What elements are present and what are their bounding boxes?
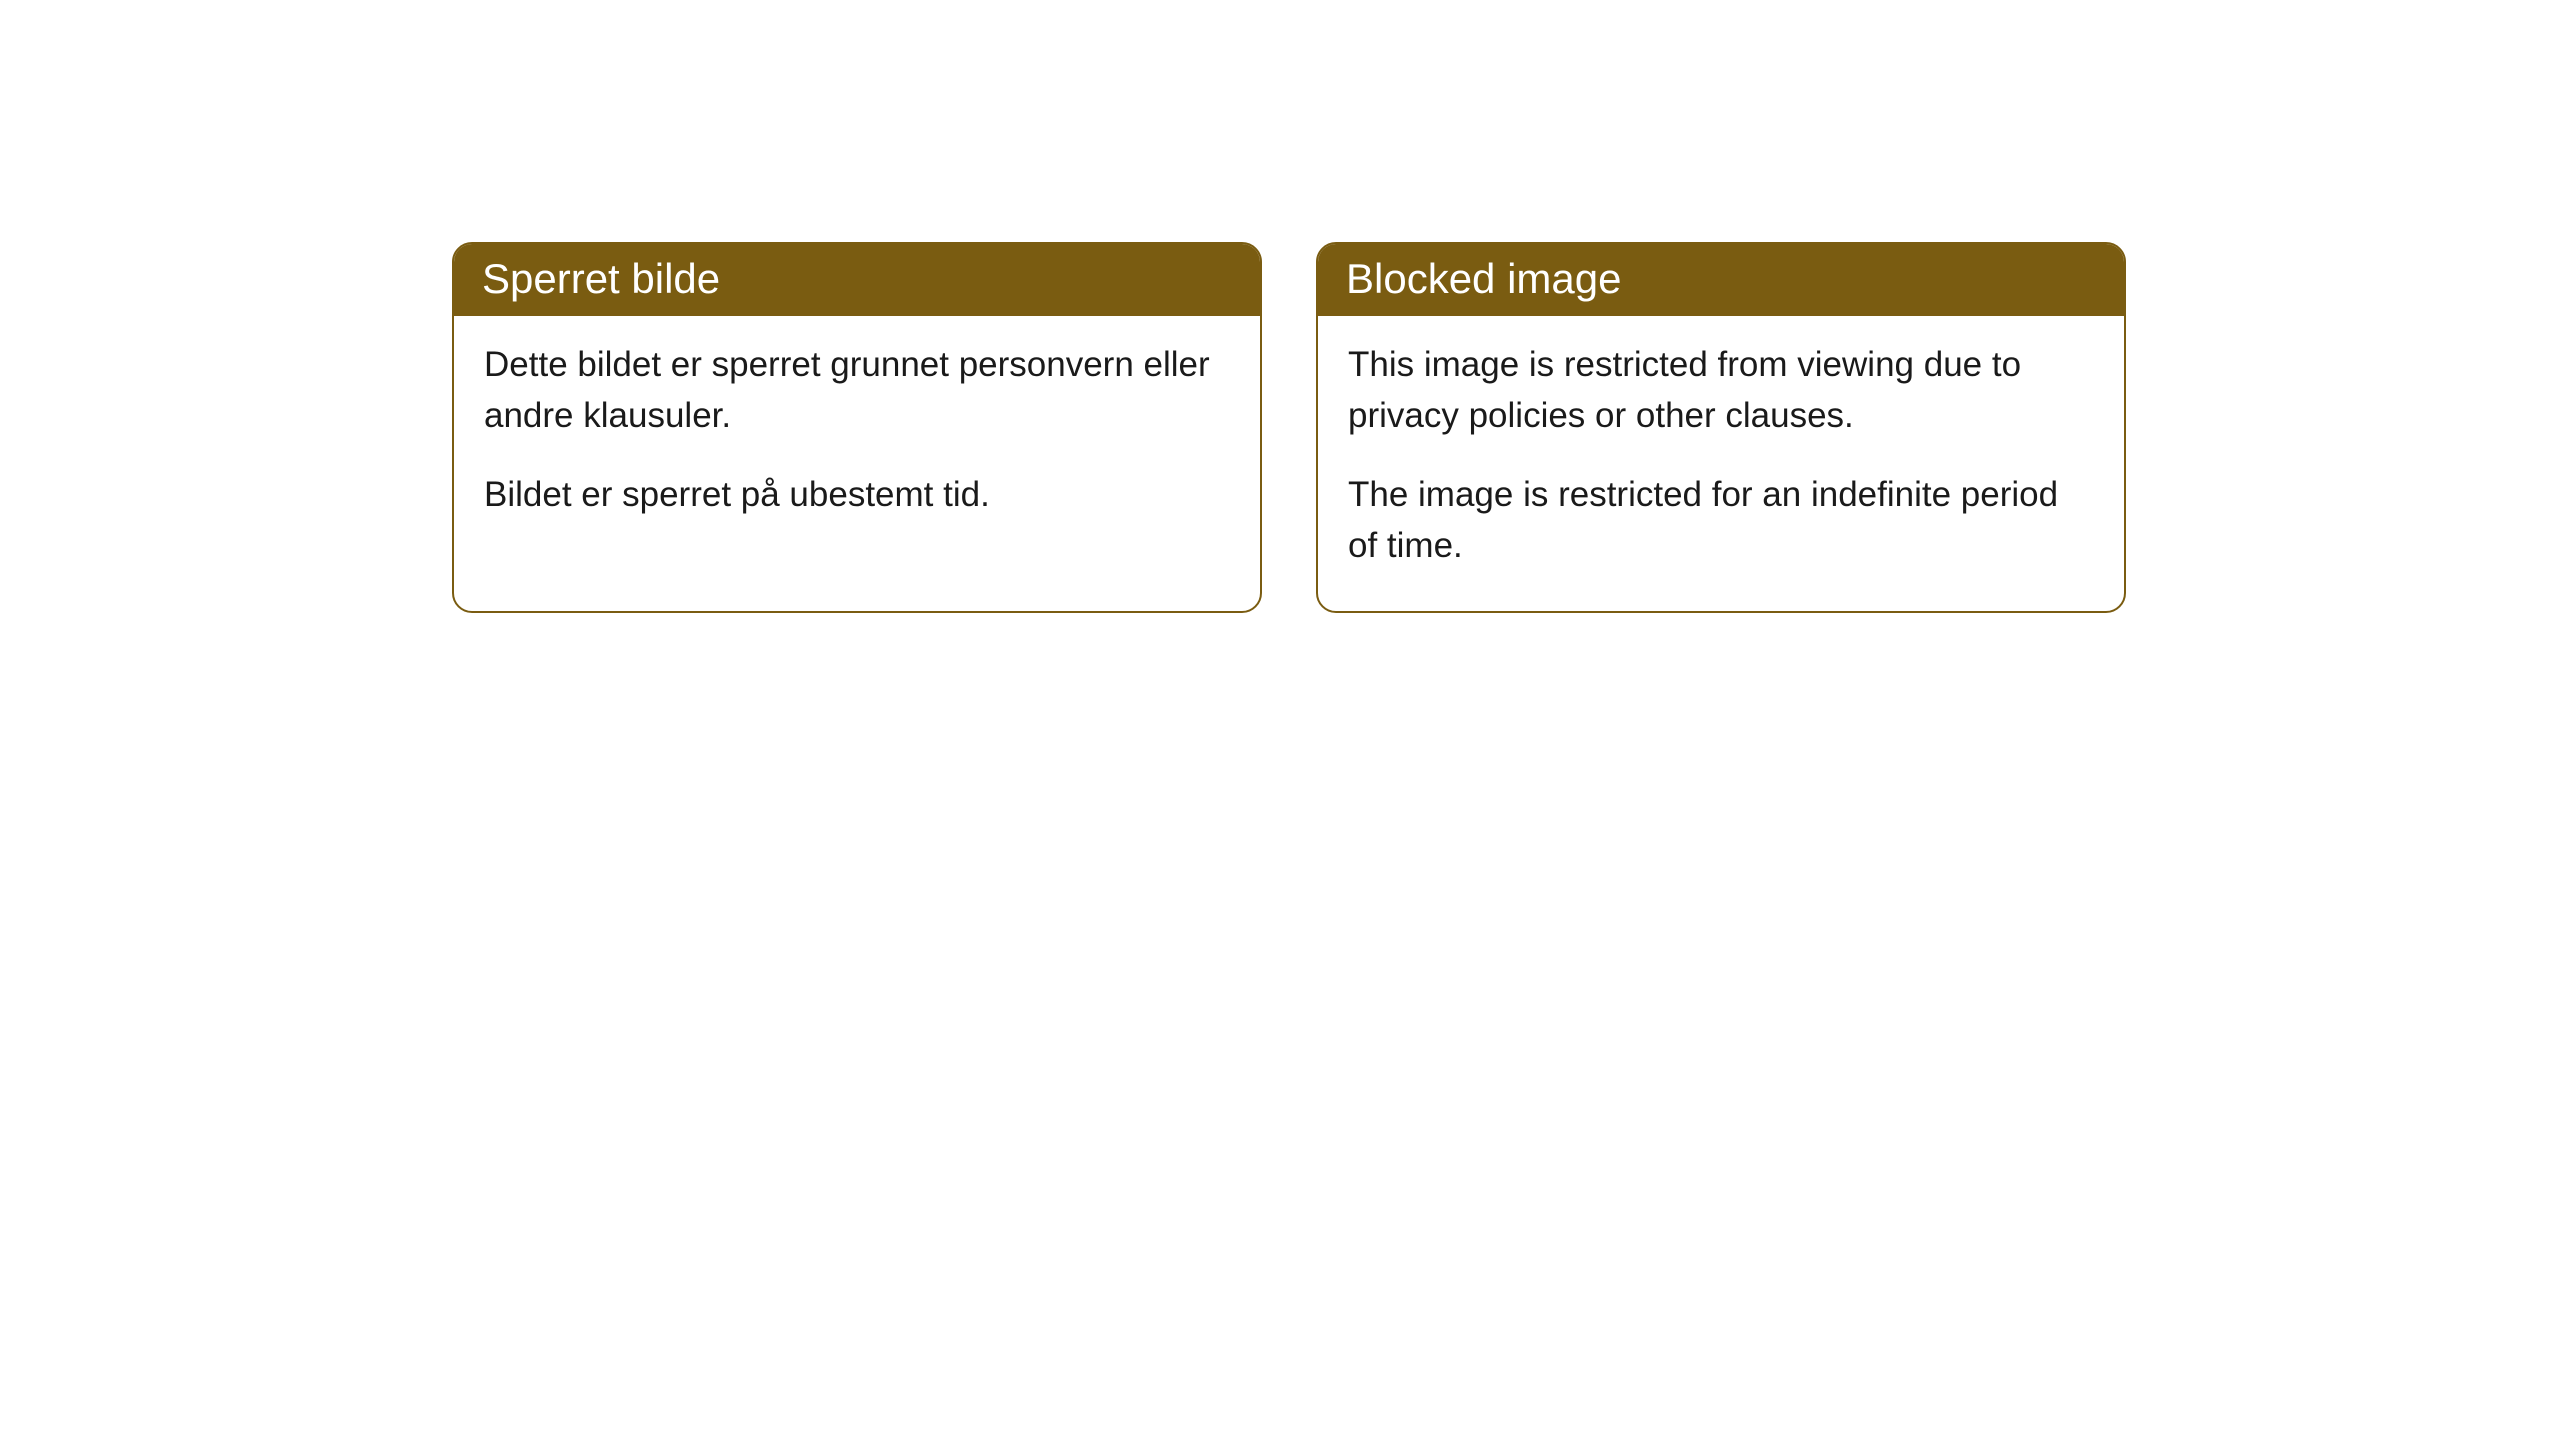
notice-text-line-2: Bildet er sperret på ubestemt tid. [484, 470, 1230, 521]
notice-text-line-1: This image is restricted from viewing du… [1348, 340, 2094, 442]
notice-container: Sperret bilde Dette bildet er sperret gr… [0, 0, 2560, 613]
notice-text-line-2: The image is restricted for an indefinit… [1348, 470, 2094, 572]
card-body: This image is restricted from viewing du… [1318, 316, 2124, 611]
card-body: Dette bildet er sperret grunnet personve… [454, 316, 1260, 560]
card-header-title: Blocked image [1318, 244, 2124, 316]
notice-card-norwegian: Sperret bilde Dette bildet er sperret gr… [452, 242, 1262, 613]
notice-text-line-1: Dette bildet er sperret grunnet personve… [484, 340, 1230, 442]
card-header-title: Sperret bilde [454, 244, 1260, 316]
notice-card-english: Blocked image This image is restricted f… [1316, 242, 2126, 613]
